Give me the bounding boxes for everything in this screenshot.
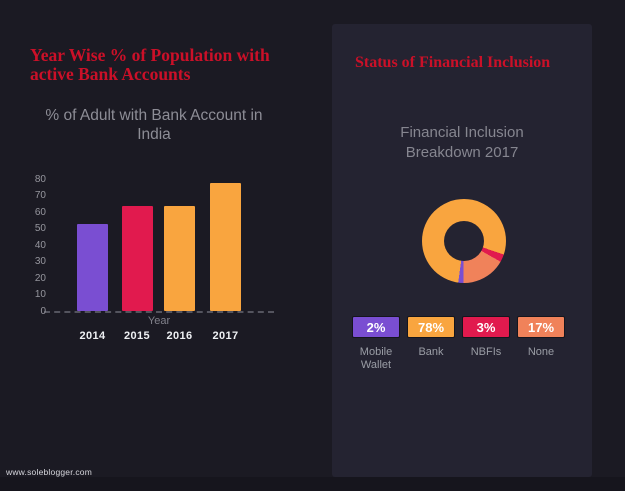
y-axis-tick-label: 40 xyxy=(34,239,46,251)
bar-chart-title: % of Adult with Bank Account in India xyxy=(45,107,263,144)
legend-label: Mobile Wallet xyxy=(359,346,393,372)
donut-chart xyxy=(422,199,506,283)
legend-label: None xyxy=(527,346,555,358)
legend-percent-badge: 17% xyxy=(517,316,565,338)
footer-url: www.soleblogger.com xyxy=(6,467,93,477)
bar-2017 xyxy=(210,183,241,312)
bar-2014 xyxy=(77,224,108,312)
x-axis-baseline xyxy=(44,311,274,313)
left-panel-heading: Year Wise % of Population with active Ba… xyxy=(30,45,270,85)
donut-hole xyxy=(444,221,484,261)
x-axis-category-label: 2015 xyxy=(123,330,151,342)
x-axis-category-label: 2017 xyxy=(212,330,239,342)
y-axis-tick-label: 60 xyxy=(34,206,46,218)
legend-percent-badge: 78% xyxy=(407,316,455,338)
legend-label: NBFIs xyxy=(470,346,502,358)
bar-2016 xyxy=(164,206,195,312)
bar-2015 xyxy=(121,206,153,312)
x-axis-category-label: 2016 xyxy=(166,330,193,342)
y-axis-tick-label: 50 xyxy=(34,223,46,235)
donut-chart-title: Financial Inclusion Breakdown 2017 xyxy=(400,124,524,161)
right-panel-heading: Status of Financial Inclusion xyxy=(355,54,551,71)
y-axis-tick-label: 80 xyxy=(34,174,46,185)
legend-item: 17% None xyxy=(517,316,565,372)
legend-label: Bank xyxy=(418,346,444,358)
x-axis-title: Year xyxy=(147,315,171,327)
legend-item: 2% Mobile Wallet xyxy=(352,316,400,372)
bar-chart: Year 80 70 60 50 40 30 20 10 0 2014 2015 2016 2017 xyxy=(30,172,285,354)
legend-percent-badge: 3% xyxy=(462,316,510,338)
y-axis-tick-label: 30 xyxy=(34,256,46,268)
legend-item: 78% Bank xyxy=(407,316,455,372)
legend-item: 3% NBFIs xyxy=(462,316,510,372)
donut-legend: 2% Mobile Wallet 78% Bank 3% NBFIs 17% None xyxy=(352,316,568,372)
legend-percent-badge: 2% xyxy=(352,316,400,338)
y-axis-tick-label: 20 xyxy=(34,272,46,284)
y-axis-tick-label: 0 xyxy=(40,305,46,317)
footer-strip xyxy=(0,477,625,491)
y-axis-tick-label: 10 xyxy=(34,289,46,301)
financial-inclusion-card: Status of Financial Inclusion Financial … xyxy=(332,24,592,477)
y-axis-tick-label: 70 xyxy=(34,190,46,202)
x-axis-category-label: 2014 xyxy=(79,330,106,342)
